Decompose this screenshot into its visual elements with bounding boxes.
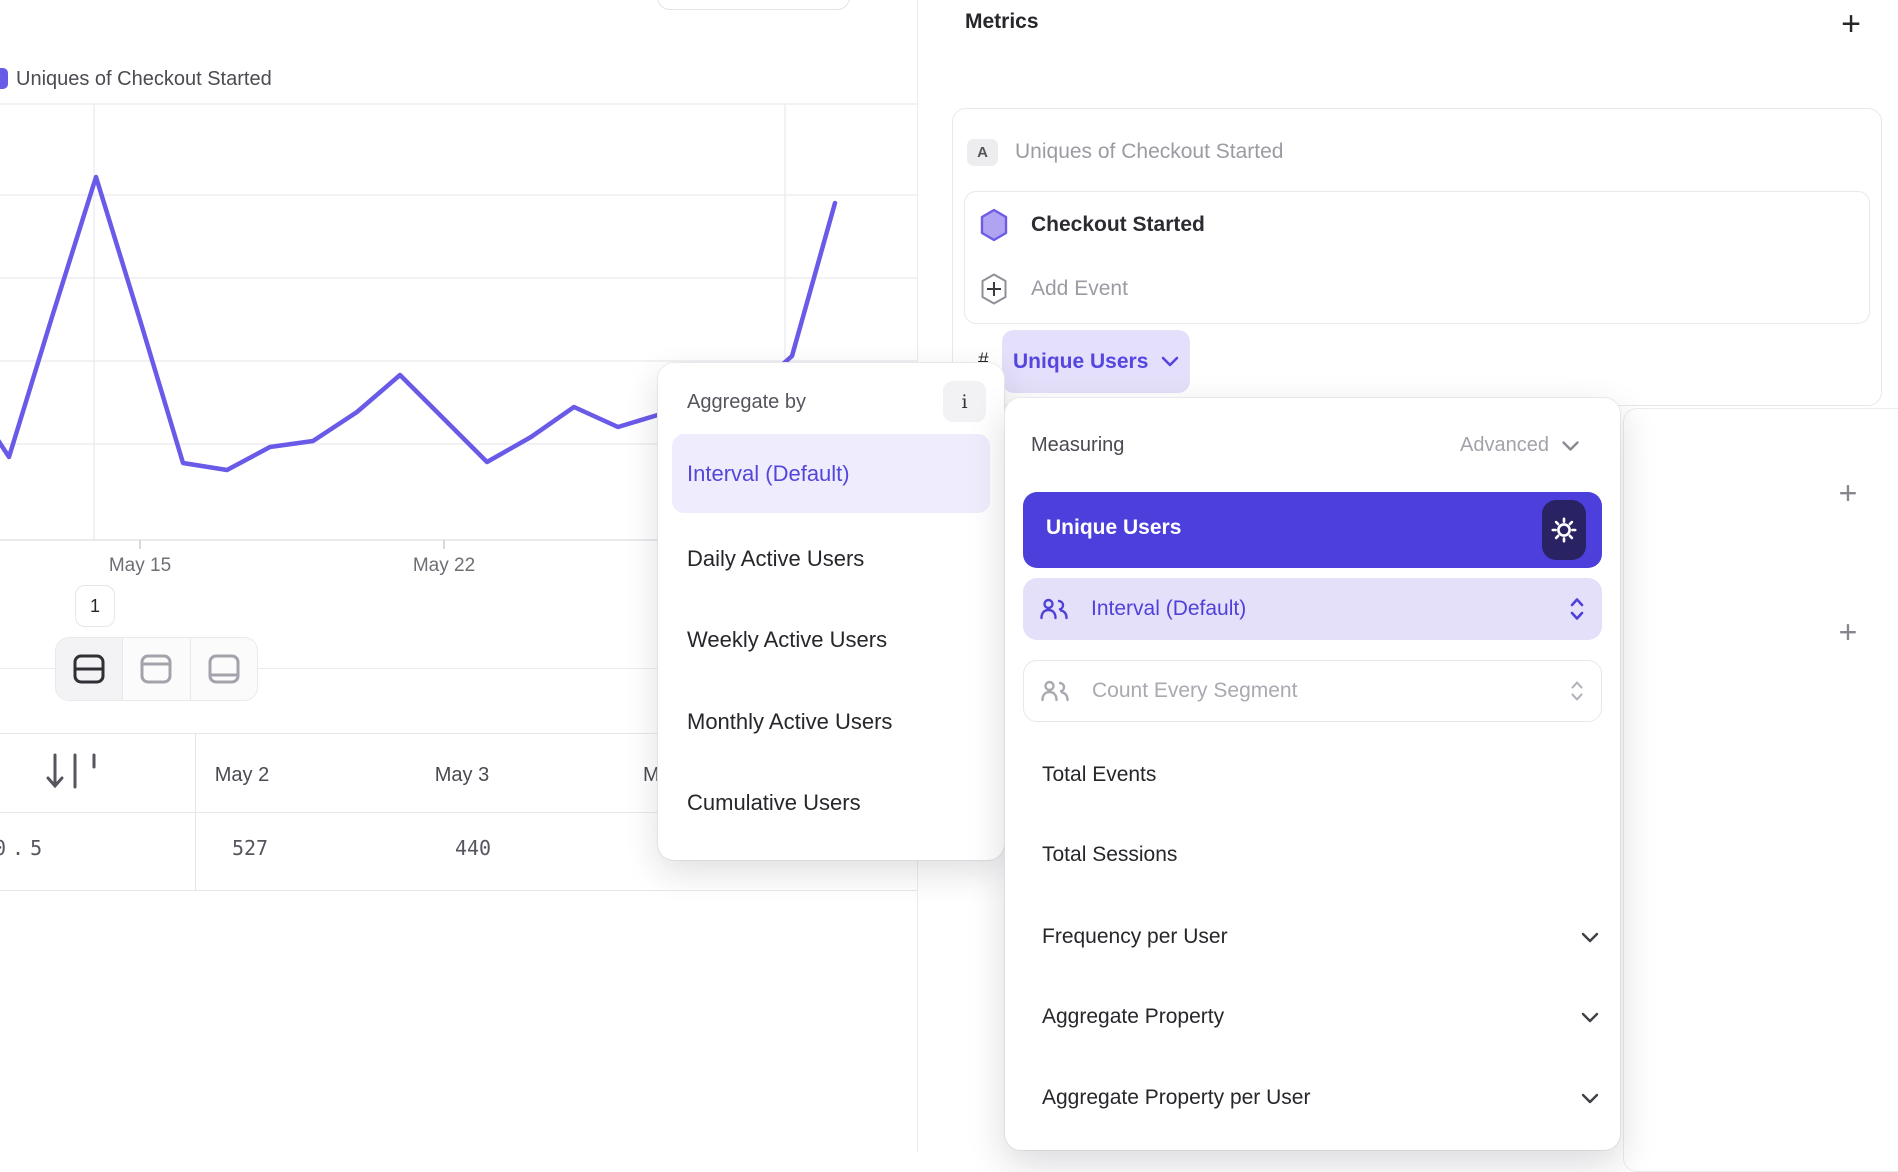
measuring-option-aggregate-property-per-user[interactable]: Aggregate Property per User: [1042, 1078, 1600, 1118]
table-header-cell[interactable]: May 3: [434, 764, 490, 786]
layout-split-horizontal-icon[interactable]: [56, 638, 124, 700]
table-row-label-clipped: 0.5: [0, 836, 49, 860]
measuring-option-frequency-per-user[interactable]: Frequency per User: [1042, 917, 1600, 957]
layout-panel-top-icon[interactable]: [123, 638, 191, 700]
table-value-cell: 527: [231, 836, 269, 860]
layout-panel-bottom-icon[interactable]: [191, 638, 257, 700]
table-row-border: [0, 890, 917, 891]
add-metric-button[interactable]: +: [1841, 4, 1861, 43]
metric-type-symbol: #: [978, 350, 989, 371]
count-every-segment-row[interactable]: Count Every Segment: [1023, 660, 1602, 722]
sort-descending-icon[interactable]: [44, 751, 102, 793]
selected-measure-button[interactable]: Unique Users: [1023, 492, 1602, 568]
aggregate-option-monthly-active-users[interactable]: Monthly Active Users: [687, 708, 893, 734]
add-item-button[interactable]: +: [1838, 613, 1858, 650]
chevron-down-icon: [1581, 1093, 1599, 1103]
layout-toggle-group: [55, 637, 258, 701]
info-icon[interactable]: i: [943, 381, 986, 422]
event-row[interactable]: Checkout Started: [979, 208, 1205, 242]
measuring-option-label: Aggregate Property per User: [1042, 1086, 1311, 1109]
table-top-border: [0, 733, 917, 734]
measuring-option-total-sessions[interactable]: Total Sessions: [1042, 835, 1600, 875]
measuring-option-total-events[interactable]: Total Events: [1042, 755, 1600, 795]
measuring-option-label: Aggregate Property: [1042, 1005, 1225, 1028]
unfold-icon: [1571, 681, 1583, 701]
advanced-label: Advanced: [1460, 434, 1549, 456]
count-every-segment-label: Count Every Segment: [1092, 679, 1298, 702]
unfold-icon: [1570, 598, 1584, 620]
add-event-hexagon-icon: [981, 273, 1007, 305]
add-event-row[interactable]: Add Event: [979, 272, 1128, 306]
measuring-option-label: Total Events: [1042, 763, 1157, 786]
aggregate-option-weekly-active-users[interactable]: Weekly Active Users: [687, 626, 888, 652]
aggregate-option-cumulative-users[interactable]: Cumulative Users: [687, 789, 861, 815]
table-header-border: [0, 812, 917, 813]
aggregate-option-daily-active-users[interactable]: Daily Active Users: [687, 545, 865, 571]
lower-section-card: [1623, 408, 1898, 1172]
aggregate-by-title: Aggregate by: [687, 391, 806, 413]
gear-icon: [1551, 517, 1577, 543]
gear-button[interactable]: [1542, 500, 1586, 560]
chevron-down-icon: [1562, 440, 1579, 451]
users-icon: [1041, 680, 1069, 702]
metric-title[interactable]: Uniques of Checkout Started: [1015, 140, 1284, 163]
add-event-label: Add Event: [1031, 277, 1128, 300]
measure-pill-button[interactable]: Unique Users: [1002, 330, 1190, 393]
measuring-option-label: Frequency per User: [1042, 925, 1228, 948]
chevron-down-icon: [1581, 932, 1599, 942]
measuring-option-label: Total Sessions: [1042, 843, 1178, 866]
event-name: Checkout Started: [1031, 213, 1205, 236]
table-header-cell[interactable]: May 2: [214, 764, 270, 786]
x-axis-tick-label: May 22: [413, 555, 475, 576]
x-axis-tick-label: May 15: [109, 555, 171, 576]
measuring-dropdown: Measuring Advanced Unique Users: [1005, 398, 1620, 1150]
measure-pill-label: Unique Users: [1013, 349, 1149, 373]
interval-sub-label: Interval (Default): [1091, 597, 1247, 620]
table-value-cell: 440: [454, 836, 492, 860]
aggregate-option-interval-default-[interactable]: Interval (Default): [672, 434, 990, 513]
advanced-toggle[interactable]: Advanced: [1460, 434, 1580, 457]
chevron-down-icon: [1581, 1012, 1599, 1022]
legend-series-label: Uniques of Checkout Started: [16, 68, 272, 90]
event-card: Checkout Started Add Event: [964, 191, 1870, 324]
users-icon: [1040, 598, 1068, 620]
toolbar-button-clipped[interactable]: [657, 0, 850, 10]
add-item-button[interactable]: +: [1838, 474, 1858, 511]
aggregate-by-dropdown: Aggregate by i Interval (Default) Daily A…: [658, 363, 1004, 860]
metric-badge: A: [967, 139, 998, 166]
chevron-down-icon: [1162, 356, 1179, 367]
interval-sub-row[interactable]: Interval (Default): [1023, 578, 1602, 640]
legend-series-marker-icon: [0, 68, 8, 89]
event-hexagon-icon: [980, 208, 1008, 242]
measuring-option-aggregate-property[interactable]: Aggregate Property: [1042, 997, 1600, 1037]
selected-measure-label: Unique Users: [1046, 516, 1182, 539]
table-header-cell-clipped[interactable]: M: [643, 764, 658, 786]
line-chart: May 15 May 22: [0, 103, 917, 576]
pagination-button[interactable]: 1: [75, 585, 115, 627]
chart-legend: Uniques of Checkout Started: [0, 68, 272, 91]
measuring-label: Measuring: [1031, 434, 1125, 456]
table-column-divider: [195, 733, 196, 890]
section-divider: [0, 668, 917, 669]
metrics-panel-title: Metrics: [965, 10, 1039, 33]
